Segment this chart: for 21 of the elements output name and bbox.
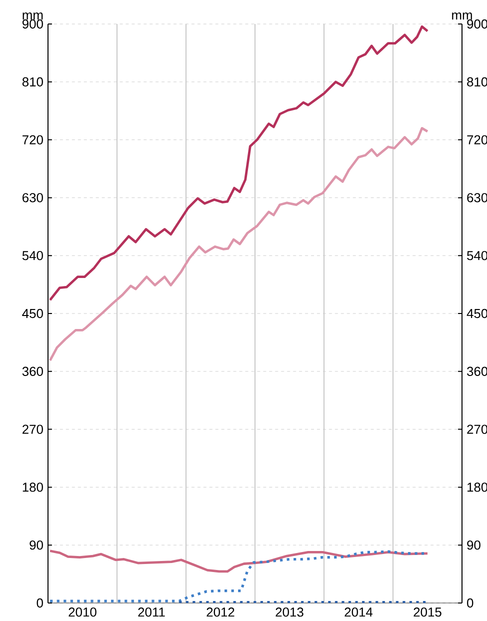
x-tick-label: 2010 [68,608,96,617]
y-tick-label: 630 [22,193,43,202]
y-tick-label: 450 [22,308,43,318]
y-tick-label: 900 [22,19,43,29]
x-tick-label: 2014 [344,608,373,617]
y-tick-label: 180 [22,482,43,492]
y2-axis-title: mm [452,12,472,20]
x-tick-label: 2011 [138,608,165,617]
y2-tick-label: 90 [467,540,480,550]
y-tick-label: 540 [22,251,43,260]
x-tick-label: 2015 [414,608,442,617]
y2-tick-label: 0 [467,598,474,608]
y-tick-label: 270 [22,424,43,434]
y-tick-label: 360 [22,366,43,376]
y-axis-title: mm [22,12,43,20]
y-tick-label: 810 [22,77,43,86]
y-tick-label: 0 [36,598,43,608]
y-tick-label: 720 [22,135,43,144]
y-tick-label: 90 [30,540,43,550]
x-tick-label: 2013 [276,608,304,617]
x-tick-label: 2012 [206,608,234,617]
